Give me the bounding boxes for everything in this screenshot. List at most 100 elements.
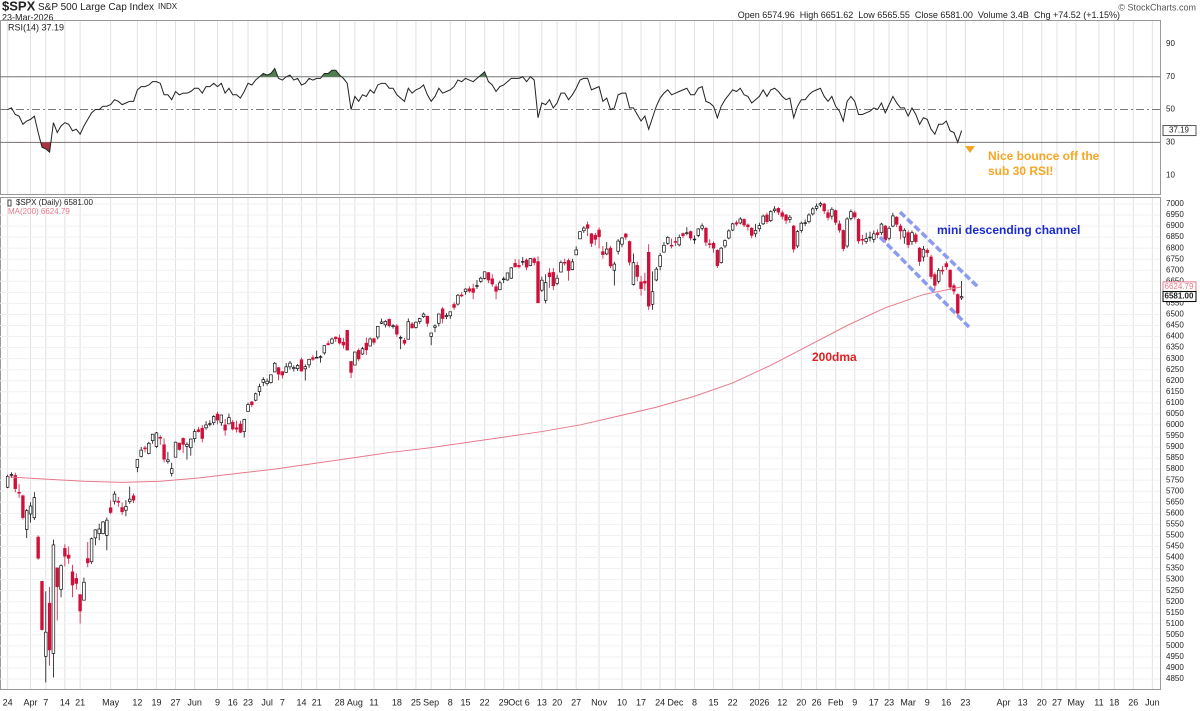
candle-body bbox=[563, 261, 567, 264]
candle-body bbox=[292, 367, 296, 369]
candle-body bbox=[959, 296, 964, 299]
y-tick-label: 5100 bbox=[1166, 619, 1184, 628]
candle-body bbox=[192, 431, 197, 439]
candle-body bbox=[36, 536, 40, 559]
candle-body bbox=[601, 251, 605, 255]
y-tick-label: 5050 bbox=[1166, 630, 1184, 639]
candle-body bbox=[799, 222, 804, 231]
x-tick-label: 9 bbox=[925, 697, 930, 707]
candle-body bbox=[536, 261, 540, 304]
candle-body bbox=[311, 357, 315, 360]
candle-body bbox=[730, 223, 735, 231]
candle-body bbox=[887, 227, 891, 239]
candle-body bbox=[219, 414, 224, 424]
candle-body bbox=[40, 581, 44, 630]
candle-body bbox=[89, 538, 94, 563]
y-tick-label: 6100 bbox=[1166, 398, 1184, 407]
y-tick-label: 5650 bbox=[1166, 497, 1184, 506]
candle-body bbox=[162, 444, 166, 460]
y-tick-label: 6250 bbox=[1166, 365, 1184, 374]
candle-body bbox=[566, 260, 571, 271]
candle-body bbox=[822, 203, 826, 212]
y-tick-label: 5300 bbox=[1166, 575, 1184, 584]
candle-body bbox=[345, 330, 349, 351]
candle-body bbox=[704, 227, 708, 243]
y-tick-label: 6200 bbox=[1166, 376, 1184, 385]
candle-body bbox=[765, 214, 769, 222]
y-tick-label: 6550 bbox=[1166, 299, 1184, 308]
y-tick-label: 5550 bbox=[1166, 519, 1184, 528]
x-tick-label: 21 bbox=[75, 697, 85, 707]
y-tick-label: 5850 bbox=[1166, 453, 1184, 462]
candle-body bbox=[341, 341, 346, 346]
candle-body bbox=[334, 336, 338, 340]
x-tick-label: 16 bbox=[228, 697, 238, 707]
candle-body bbox=[467, 288, 472, 292]
candle-body bbox=[906, 232, 910, 245]
plot: 24 Apr 7 14 21 May 12 19 27 Jun 9 16 23 Jul 7 14 21 28 Aug… bbox=[0, 21, 1197, 707]
candle-body bbox=[32, 497, 37, 519]
x-tick-label: 14 bbox=[296, 697, 306, 707]
candle-body bbox=[288, 362, 292, 368]
candle-body bbox=[227, 417, 231, 425]
candle-body bbox=[612, 263, 617, 271]
candle-body bbox=[185, 444, 189, 447]
arrow bbox=[965, 146, 975, 153]
candle-body bbox=[299, 359, 304, 372]
annotation: sub 30 RSI! bbox=[988, 164, 1053, 178]
candle-body bbox=[86, 558, 90, 564]
candle-body bbox=[250, 401, 254, 405]
x-tick-label: Oct 6 bbox=[508, 697, 530, 707]
x-tick-label: 7 bbox=[280, 697, 285, 707]
candle-body bbox=[761, 215, 765, 225]
candle-body bbox=[402, 339, 407, 344]
value-tag bbox=[1162, 291, 1197, 303]
candle-body bbox=[112, 493, 117, 502]
candle-body bbox=[700, 225, 704, 229]
x-tick-label: Mar bbox=[900, 697, 916, 707]
candle-body bbox=[818, 203, 823, 206]
candle-body bbox=[25, 510, 29, 530]
candle-body bbox=[559, 262, 563, 273]
candle-body bbox=[658, 255, 662, 267]
candle-body bbox=[608, 247, 613, 267]
legend: RSI(14) 37.19 bbox=[8, 22, 64, 32]
candle-body bbox=[769, 211, 773, 221]
candle-body bbox=[200, 427, 204, 439]
symbol: $SPX bbox=[2, 0, 36, 13]
candle-body bbox=[635, 265, 639, 277]
quote-low: Low 6565.55 bbox=[858, 10, 910, 20]
x-tick-label: 12 bbox=[777, 697, 787, 707]
y-tick-label: 4850 bbox=[1166, 674, 1184, 683]
x-tick-label: 15 bbox=[709, 697, 719, 707]
candle-body bbox=[173, 441, 178, 458]
candle-body bbox=[406, 321, 410, 340]
candle-body bbox=[620, 237, 624, 245]
y-tick-label: 90 bbox=[1166, 39, 1175, 48]
candle-body bbox=[646, 252, 651, 307]
x-tick-label: 26 bbox=[812, 697, 822, 707]
candle-body bbox=[517, 265, 521, 268]
candle-body bbox=[284, 366, 288, 373]
candle-body bbox=[776, 208, 781, 213]
candle-body bbox=[593, 234, 597, 240]
annotation: 200dma bbox=[812, 350, 857, 364]
candle-body bbox=[246, 404, 250, 412]
x-tick-label: 10 bbox=[617, 697, 627, 707]
candle-body bbox=[940, 269, 945, 272]
candle-body bbox=[956, 294, 960, 314]
x-tick-label: 19 bbox=[151, 697, 161, 707]
candle-body bbox=[902, 229, 907, 238]
x-tick-label: 22 bbox=[480, 697, 490, 707]
candle-body bbox=[139, 449, 143, 457]
candle-body bbox=[803, 222, 807, 224]
candle-body bbox=[17, 491, 21, 494]
candle-body bbox=[330, 338, 334, 344]
candle-body bbox=[269, 374, 273, 383]
quote: Open 6574.96 High 6651.62 Low 6565.55 Close… bbox=[738, 10, 1120, 20]
x-tick-label: Jul bbox=[261, 697, 273, 707]
candle-body bbox=[189, 438, 193, 449]
candle-body bbox=[47, 602, 52, 651]
y-tick-label: 6850 bbox=[1166, 232, 1184, 241]
x-tick-label: 24 bbox=[3, 697, 13, 707]
